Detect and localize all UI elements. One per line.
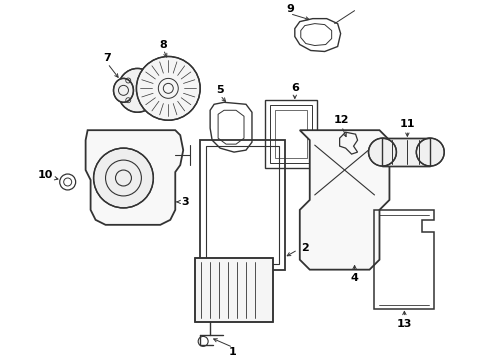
Bar [195,258,273,323]
Text: 8: 8 [159,40,167,50]
Text: 13: 13 [397,319,412,329]
Bar [383,138,430,166]
Ellipse shape [114,78,133,102]
Ellipse shape [368,138,396,166]
Polygon shape [300,130,390,270]
Circle shape [94,148,153,208]
Bar [265,100,317,168]
Polygon shape [86,130,183,225]
Text: 1: 1 [229,347,237,357]
Text: 6: 6 [291,84,299,93]
Text: 9: 9 [286,4,294,14]
Circle shape [136,57,200,120]
Bar [275,110,307,158]
Bar [195,258,273,323]
Text: 7: 7 [104,54,111,63]
Bar [200,140,285,270]
Ellipse shape [416,138,444,166]
Text: 11: 11 [400,119,415,129]
Text: 4: 4 [351,273,359,283]
Text: 3: 3 [181,197,189,207]
Bar [206,146,279,264]
Ellipse shape [118,68,157,112]
Circle shape [158,78,178,98]
Text: 10: 10 [38,170,53,180]
Text: 2: 2 [301,243,309,253]
Bar [270,105,312,163]
Text: 12: 12 [334,115,349,125]
Bar [383,138,430,166]
Text: 5: 5 [216,85,224,95]
